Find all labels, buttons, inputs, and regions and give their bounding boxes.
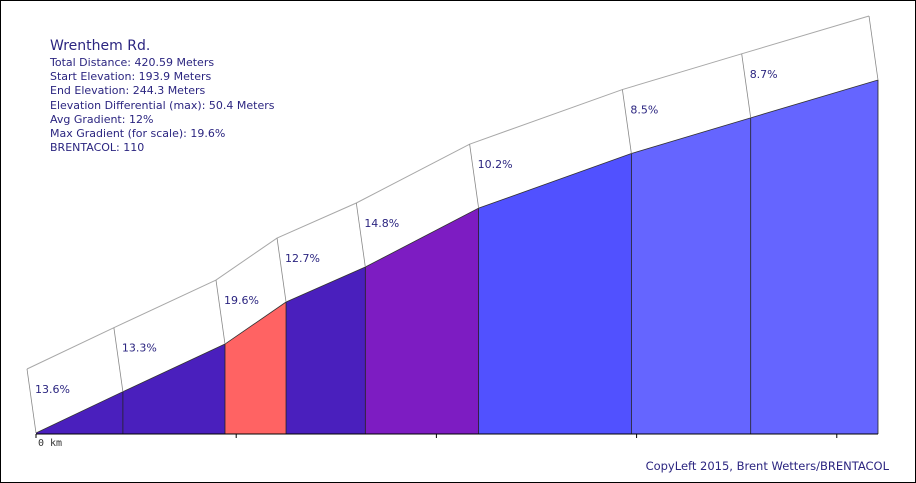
chart-title: Wrenthem Rd. [50,38,151,54]
face-connector-1 [26,368,37,434]
copyright-footer: CopyLeft 2015, Brent Wetters/BRENTACOL [645,459,889,473]
stat-max-gradient: Max Gradient (for scale)19.6% [50,127,275,141]
stat-elevation-differential: Elevation Differential (max)50.4 Meters [50,99,275,113]
face-connector-4 [276,237,287,303]
segment-fill-3 [224,302,287,434]
x-tick-label: 0 km [38,438,62,449]
segment-fill-8 [750,80,878,434]
gradient-label-6: 10.2% [478,158,513,171]
gradient-label-3: 19.6% [224,294,259,307]
stat-start-elevation: Start Elevation193.9 Meters [50,70,275,84]
stat-avg-gradient: Avg Gradient12% [50,113,275,127]
gradient-label-2: 13.3% [122,342,157,355]
gradient-label-7: 8.5% [630,104,658,117]
segment-fill-5 [365,208,479,434]
face-connector-7 [621,89,632,154]
face-connector-8 [741,53,752,118]
route-info-panel: Wrenthem Rd. Total Distance420.59 Meters… [50,38,275,155]
stat-end-elevation: End Elevation244.3 Meters [50,84,275,98]
face-connector-6 [469,144,480,209]
segment-fill-2 [122,344,225,434]
face-connector-5 [355,202,366,268]
face-connector-9 [868,15,879,81]
segment-fill-7 [631,117,751,435]
gradient-label-1: 13.6% [35,383,70,396]
face-connector-3 [215,279,226,345]
gradient-label-5: 14.8% [364,217,399,230]
face-connector-2 [113,327,124,392]
gradient-label-4: 12.7% [285,252,320,265]
stat-brentacol: BRENTACOL110 [50,141,275,155]
stat-total-distance: Total Distance420.59 Meters [50,56,275,70]
segment-fill-6 [478,153,632,434]
gradient-label-8: 8.7% [750,68,778,81]
segment-fill-4 [286,267,366,434]
